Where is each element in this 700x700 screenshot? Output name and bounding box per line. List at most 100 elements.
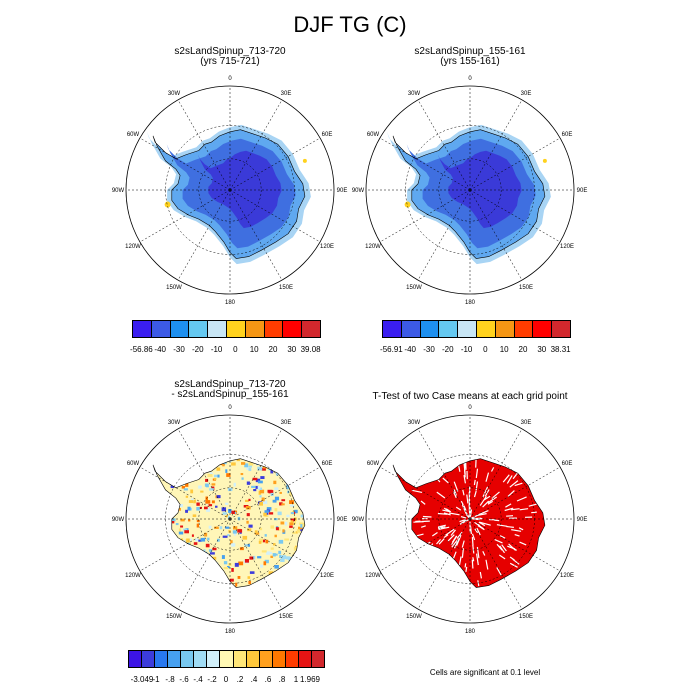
difference-cell bbox=[227, 534, 230, 537]
difference-cell bbox=[223, 581, 226, 585]
difference-cell bbox=[203, 551, 208, 556]
colorbar-label: -56.86 bbox=[130, 345, 153, 354]
difference-cell bbox=[275, 587, 280, 588]
non-significant-cell bbox=[458, 556, 462, 566]
difference-cell bbox=[200, 537, 206, 542]
coastline bbox=[392, 458, 546, 588]
difference-cell bbox=[156, 544, 159, 549]
meridian-line bbox=[229, 99, 283, 191]
longitude-label: 90E bbox=[337, 188, 348, 194]
difference-cell bbox=[178, 531, 184, 535]
difference-cell bbox=[188, 468, 194, 472]
difference-cell bbox=[304, 564, 305, 567]
meridian-line bbox=[229, 189, 321, 243]
colorbar-box bbox=[310, 650, 325, 668]
non-significant-cell bbox=[482, 551, 486, 556]
non-significant-cell bbox=[505, 503, 512, 508]
meridian-line bbox=[379, 466, 471, 520]
non-significant-cell bbox=[502, 474, 510, 483]
longitude-label: 30W bbox=[168, 91, 181, 97]
colorbar-label: -1 bbox=[152, 675, 160, 684]
meridian-line bbox=[177, 428, 231, 520]
graticule bbox=[366, 415, 574, 623]
difference-cell bbox=[296, 529, 301, 533]
difference-cell bbox=[261, 497, 265, 502]
colorbar-box bbox=[206, 650, 221, 668]
coastline bbox=[152, 129, 306, 259]
non-significant-cell bbox=[466, 494, 469, 504]
non-significant-cell bbox=[506, 475, 513, 484]
difference-cell bbox=[258, 487, 263, 491]
difference-cell bbox=[279, 491, 282, 494]
difference-cell bbox=[208, 504, 213, 507]
colorbar-label: 30 bbox=[287, 345, 297, 354]
meridian-line bbox=[417, 428, 471, 520]
difference-cell bbox=[158, 590, 160, 593]
colorbar-label: 38.31 bbox=[550, 345, 571, 354]
non-significant-cell bbox=[477, 525, 485, 531]
difference-cell bbox=[312, 516, 317, 519]
colorbar-label: 0 bbox=[223, 675, 229, 684]
difference-cell bbox=[257, 486, 261, 490]
colorbar-box bbox=[244, 320, 265, 338]
difference-cell bbox=[164, 588, 168, 590]
meridian-line bbox=[229, 466, 321, 520]
difference-cell bbox=[195, 468, 198, 472]
colorbar-box bbox=[382, 320, 402, 338]
colorbar-label: 39.08 bbox=[300, 345, 321, 354]
difference-cell bbox=[265, 512, 269, 515]
non-significant-cell bbox=[422, 515, 432, 518]
colorbar-box bbox=[141, 650, 156, 668]
difference-cell bbox=[171, 574, 174, 578]
difference-cell bbox=[148, 558, 153, 561]
difference-cell bbox=[280, 521, 285, 525]
non-significant-cell bbox=[510, 508, 520, 511]
panel-1-title-line2: (yrs 715-721) bbox=[200, 56, 260, 67]
difference-cell bbox=[204, 581, 207, 584]
non-significant-cell bbox=[456, 531, 463, 539]
difference-cell bbox=[252, 477, 258, 481]
difference-cell bbox=[255, 485, 259, 489]
non-significant-cell bbox=[437, 512, 448, 515]
difference-cell bbox=[173, 464, 178, 468]
difference-cell bbox=[199, 459, 204, 462]
difference-cell bbox=[174, 472, 178, 475]
latitude-circle bbox=[405, 125, 535, 255]
non-significant-cell bbox=[471, 537, 474, 546]
difference-cell bbox=[263, 561, 267, 566]
longitude-label: 150E bbox=[519, 614, 533, 620]
difference-cell bbox=[310, 477, 313, 480]
non-significant-cell bbox=[479, 495, 487, 506]
difference-cell bbox=[285, 556, 290, 560]
colorbar-label: -.2 bbox=[207, 675, 217, 684]
non-significant-cell bbox=[437, 562, 444, 573]
difference-cell bbox=[193, 548, 199, 553]
colorbar-label: .4 bbox=[250, 675, 258, 684]
longitude-label: 150W bbox=[406, 614, 422, 620]
difference-cell bbox=[192, 589, 194, 593]
difference-cell bbox=[260, 476, 265, 480]
non-significant-cell bbox=[473, 490, 477, 498]
meridian-line bbox=[139, 466, 231, 520]
difference-cell bbox=[302, 523, 305, 527]
difference-cell bbox=[263, 512, 267, 517]
non-significant-cell bbox=[411, 489, 423, 493]
difference-cell bbox=[311, 489, 313, 493]
difference-cell bbox=[285, 476, 289, 481]
difference-cell bbox=[281, 499, 286, 502]
difference-cell bbox=[290, 512, 294, 515]
meridian-line bbox=[177, 518, 231, 610]
panel-3-map: 0 30E 60E 90E 120E 150E 180 150W 120W 90W 60W 30W bbox=[112, 405, 348, 635]
colorbar-label: 20 bbox=[518, 345, 528, 354]
difference-cell bbox=[154, 559, 158, 562]
difference-cell bbox=[231, 568, 234, 572]
panel-2-title-line1: s2sLandSpinup_155-161 bbox=[414, 46, 526, 57]
latitude-circle bbox=[438, 158, 502, 222]
colorbar-label: -3.049 bbox=[130, 675, 154, 684]
difference-cell bbox=[261, 467, 266, 471]
non-significant-cell bbox=[474, 528, 479, 534]
longitude-label: 60E bbox=[322, 132, 333, 138]
difference-cell bbox=[168, 476, 174, 481]
difference-cell bbox=[149, 470, 152, 473]
difference-cell bbox=[261, 539, 266, 543]
